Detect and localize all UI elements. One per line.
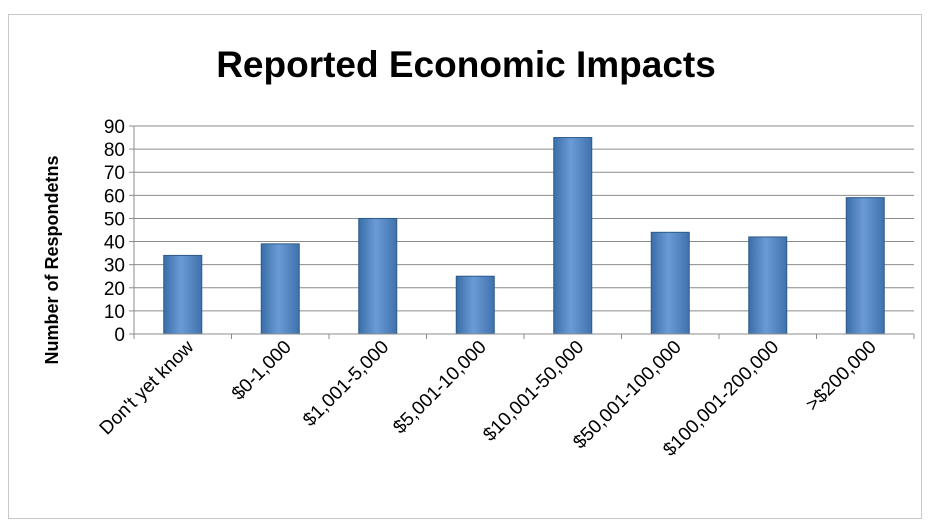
gridlines (134, 125, 914, 335)
axes (129, 125, 915, 339)
y-tick-label: 20 (104, 279, 125, 300)
x-tick-label: >$200,000 (802, 337, 881, 416)
bar (553, 137, 593, 335)
x-tick-label: $1,001-5,000 (299, 337, 393, 431)
bar (163, 254, 203, 335)
bar (455, 275, 495, 335)
y-tick-label: 70 (104, 163, 125, 184)
y-tick-label: 50 (104, 209, 125, 230)
bar (748, 236, 788, 335)
x-tick-label: Don't yet know (96, 336, 199, 439)
y-tick-label: 60 (104, 186, 125, 207)
bars (163, 137, 885, 335)
y-tick-label: 80 (104, 140, 125, 161)
x-tick-label: $10,001-50,000 (479, 337, 588, 446)
bar (845, 197, 885, 335)
x-tick-label: $5,001-10,000 (389, 337, 491, 439)
x-tick-label: $0-1,000 (228, 337, 296, 405)
y-tick-label: 40 (104, 233, 125, 254)
bar (260, 243, 300, 335)
y-tick-label: 30 (104, 256, 125, 277)
bar (358, 217, 398, 335)
y-tick-label: 10 (104, 302, 125, 323)
y-tick-label: 0 (114, 325, 125, 346)
y-axis-title: Number of Respondetns (42, 155, 62, 364)
bar (650, 231, 690, 335)
y-tick-label: 90 (104, 117, 125, 138)
chart-title: Reported Economic Impacts (216, 44, 716, 85)
